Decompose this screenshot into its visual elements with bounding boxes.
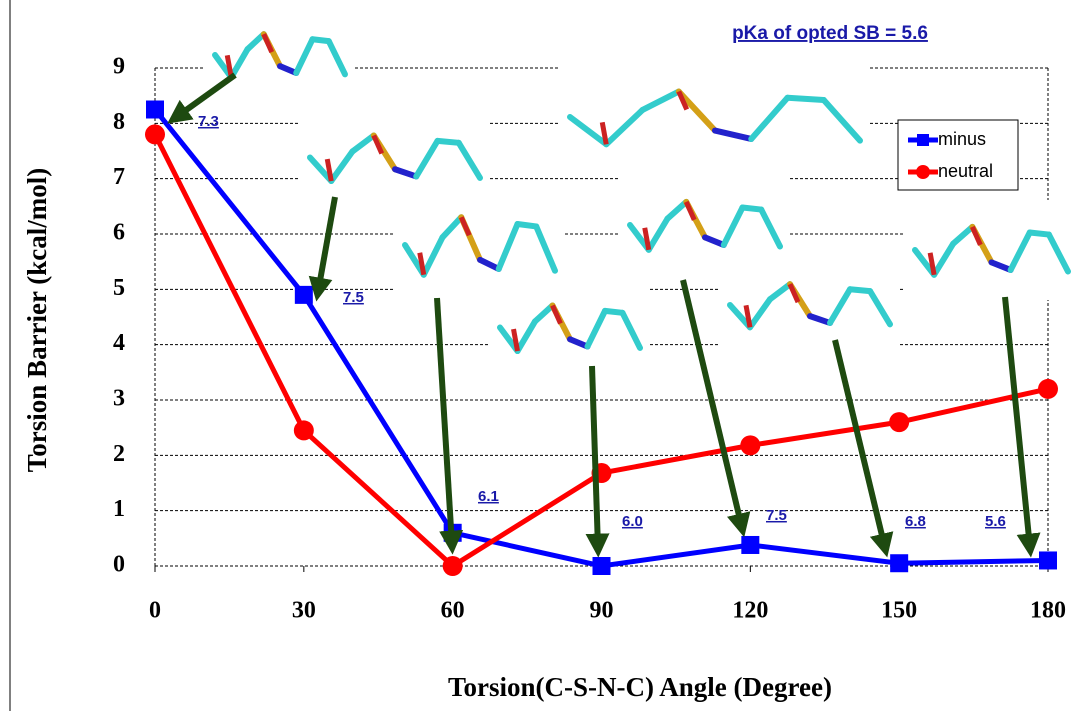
marker	[741, 536, 759, 554]
marker	[890, 554, 908, 572]
x-tick-label: 150	[881, 598, 917, 624]
annotation: 6.1	[478, 488, 499, 505]
annotation: 5.6	[985, 513, 1006, 530]
bond	[788, 98, 824, 100]
y-tick-label: 3	[113, 386, 125, 412]
x-tick-label: 90	[590, 598, 614, 624]
bond	[850, 289, 870, 291]
marker	[889, 412, 909, 432]
x-tick-label: 120	[732, 598, 768, 624]
marker	[1038, 379, 1058, 399]
y-axis-label: Torsion Barrier (kcal/mol)	[22, 168, 52, 472]
y-tick-label: 2	[113, 441, 125, 467]
annotation: pKa of opted SB = 5.6	[732, 23, 928, 44]
x-tick-label: 30	[292, 598, 316, 624]
annotation: 7.3	[198, 113, 219, 130]
molecule-background	[720, 260, 900, 350]
marker	[740, 435, 760, 455]
legend-label: neutral	[938, 161, 993, 181]
annotation: 6.0	[622, 513, 643, 530]
bond	[438, 141, 459, 143]
y-tick-label: 0	[113, 552, 125, 578]
marker	[1039, 551, 1057, 569]
y-tick-label: 7	[113, 164, 125, 190]
legend: minus neutral	[898, 120, 1018, 190]
arrow	[592, 366, 598, 548]
legend-marker	[916, 165, 930, 179]
marker	[145, 124, 165, 144]
marker	[443, 556, 463, 576]
y-tick-label: 1	[113, 496, 125, 522]
marker	[295, 286, 313, 304]
y-tick-label: 6	[113, 220, 125, 246]
annotation: 7.5	[766, 507, 787, 524]
arrow	[835, 340, 885, 548]
legend-label: minus	[938, 129, 986, 149]
annotation: 7.5	[343, 289, 364, 306]
marker	[294, 420, 314, 440]
x-tick-label: 0	[149, 598, 161, 624]
legend-marker	[917, 134, 929, 146]
x-axis-label: Torsion(C-S-N-C) Angle (Degree)	[448, 672, 832, 702]
molecule-background	[905, 200, 1078, 300]
marker	[593, 557, 611, 575]
x-tick-label: 60	[441, 598, 465, 624]
y-tick-label: 8	[113, 109, 125, 135]
chart: Torsion Barrier (kcal/mol) Torsion(C-S-N…	[0, 0, 1078, 711]
marker	[146, 101, 164, 119]
y-tick-label: 9	[113, 54, 125, 80]
molecule-background	[490, 280, 650, 375]
y-tick-label: 5	[113, 275, 125, 301]
molecule-background	[560, 62, 870, 172]
annotation: 6.8	[905, 513, 926, 530]
x-tick-label: 180	[1030, 598, 1066, 624]
y-tick-label: 4	[113, 330, 125, 356]
arrow	[318, 197, 335, 292]
